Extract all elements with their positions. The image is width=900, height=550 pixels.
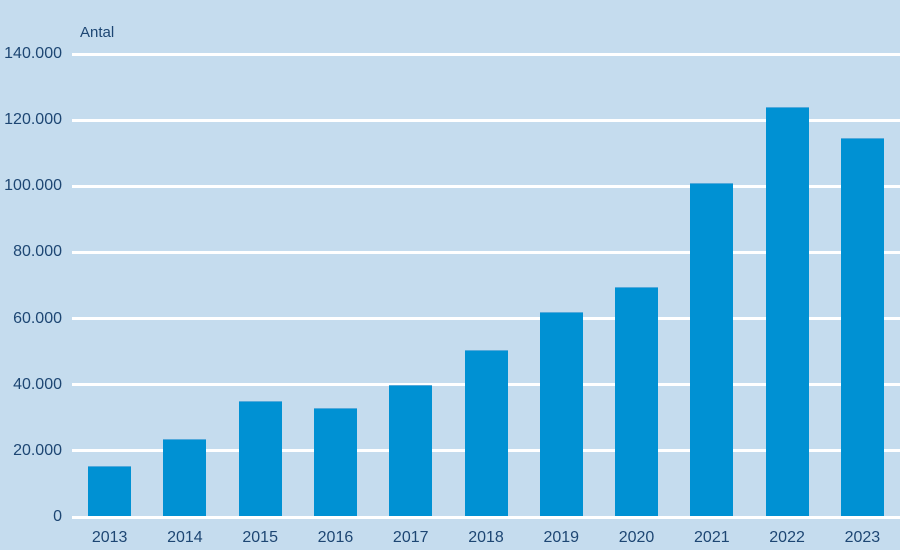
x-tick-label-2017: 2017 [392,529,429,546]
gridline-80.000 [72,250,900,254]
gridline-0 [72,515,900,519]
bar-2018 [464,349,508,517]
bar-2017 [389,384,433,517]
x-tick-label-2022: 2022 [769,529,805,546]
x-tick-label-2013: 2013 [91,529,128,546]
gridline-100.000 [72,184,900,188]
bar-2023 [840,138,884,517]
x-tick-label-2023: 2023 [844,529,881,546]
y-tick-label-100.000: 100.000 [4,177,62,195]
bar-2020 [615,287,659,517]
x-tick-label-2019: 2019 [543,529,580,546]
bar-2021 [690,182,734,517]
x-tick-label-2014: 2014 [167,529,203,546]
y-tick-label-120.000: 120.000 [4,111,62,129]
y-tick-label-0: 0 [53,508,62,525]
bar-2015 [238,401,282,517]
x-tick-label-2015: 2015 [242,529,278,546]
bar-2019 [539,311,583,517]
y-axis-title: Antal [80,24,115,41]
x-tick-label-2016: 2016 [317,529,354,546]
bar-2013 [88,465,132,517]
y-tick-label-20.000: 20.000 [13,441,62,459]
x-tick-label-2021: 2021 [694,529,730,546]
bar-2014 [163,439,207,517]
x-tick-label-2020: 2020 [618,529,655,546]
y-tick-label-40.000: 40.000 [13,375,62,393]
bar-2016 [313,407,357,517]
x-tick-label-2018: 2018 [468,529,504,546]
gridline-140.000 [72,52,900,56]
gridline-120.000 [72,118,900,122]
y-tick-label-80.000: 80.000 [13,243,62,261]
gridline-60.000 [72,317,900,321]
y-tick-label-140.000: 140.000 [4,45,62,62]
y-tick-label-60.000: 60.000 [13,309,62,327]
bar-2022 [765,106,809,517]
